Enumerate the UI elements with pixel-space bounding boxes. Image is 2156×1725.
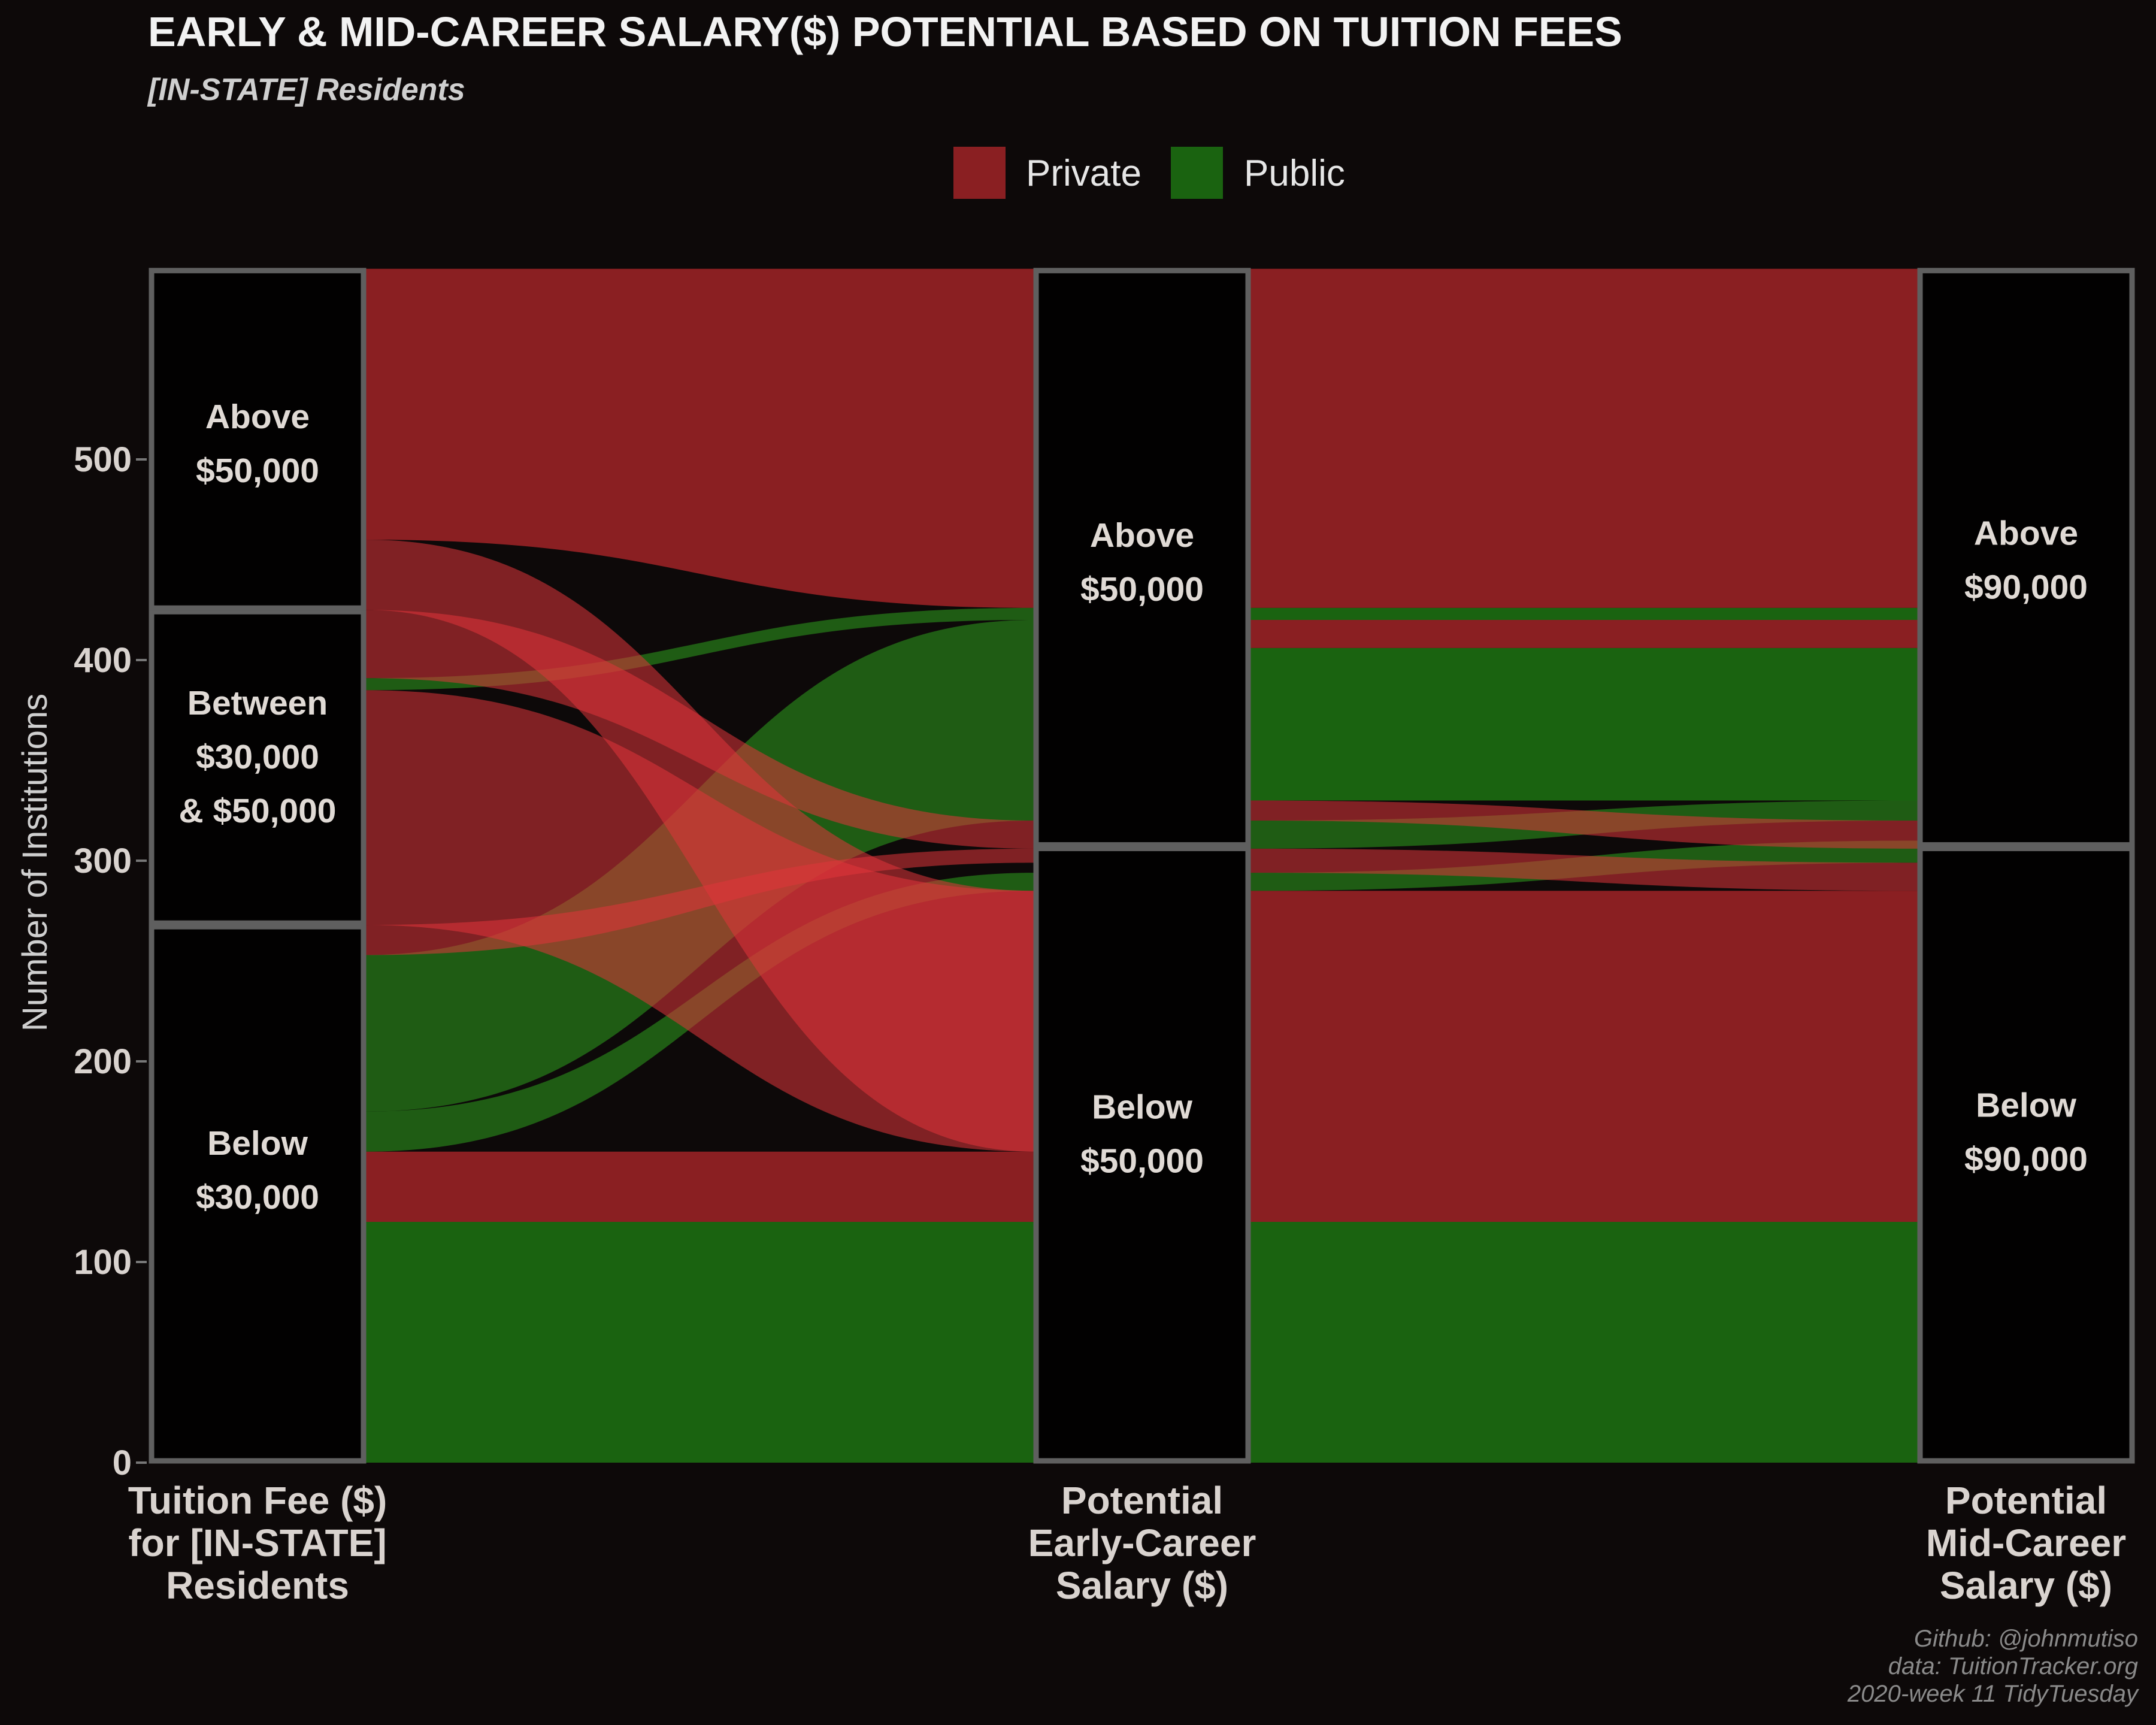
- x-axis-label-2-line-3: Salary ($): [1056, 1564, 1228, 1607]
- stratum-label-3-above_90k-line-1: Above: [1974, 515, 2078, 553]
- flow-tuition-to-early-public-band-0: [365, 1222, 1034, 1463]
- legend-swatch-public: [1171, 147, 1223, 199]
- y-tick-label-200: 200: [74, 1042, 132, 1081]
- flow-early-to-mid-private-band-1: [1250, 891, 1918, 1222]
- stratum-1-above_50k: [149, 268, 367, 611]
- caption: Github: @johnmutiso data: TuitionTracker…: [1847, 1626, 2140, 1707]
- y-tick-label-500: 500: [74, 440, 132, 479]
- x-axis-label-3-line-1: Potential: [1945, 1479, 2107, 1522]
- chart-title: EARLY & MID-CAREER SALARY($) POTENTIAL B…: [148, 8, 1622, 55]
- x-axis-label-1-line-2: for [IN-STATE]: [128, 1521, 386, 1564]
- stratum-label-3-below_90k-line-2: $90,000: [1964, 1140, 2088, 1178]
- legend: Private Public: [953, 147, 1345, 199]
- x-axis-label-2-line-1: Potential: [1061, 1479, 1223, 1522]
- stratum-3-below_90k: [1917, 846, 2135, 1464]
- flow-tuition-to-early-private-band-1: [365, 1151, 1034, 1222]
- flow-early-to-mid-private-crossing-3: [1250, 800, 1918, 849]
- flow-early-to-mid-public-band-0: [1250, 1222, 1918, 1463]
- stratum-label-1-below_30k-line-2: $30,000: [196, 1178, 319, 1216]
- stratum-3-above_90k: [1917, 268, 2135, 848]
- flows-layer: [365, 268, 1918, 1463]
- x-axis-label-3-line-3: Salary ($): [1940, 1564, 2112, 1607]
- stratum-label-3-above_90k-line-2: $90,000: [1964, 568, 2088, 607]
- strata-layer: Below $30,000 Between $30,000 & $50,000 Above…: [149, 268, 2135, 1464]
- flow-tuition-to-early-private-crossing-6: [365, 540, 1034, 1152]
- flow-early-to-mid-private-crossing-1: [1250, 848, 1918, 891]
- chart-subtitle: [IN-STATE] Residents: [147, 72, 465, 107]
- y-tick-label-100: 100: [74, 1243, 132, 1282]
- x-axis-label-1-line-3: Residents: [166, 1564, 349, 1607]
- stratum-2-above_50k: [1033, 268, 1251, 848]
- stratum-label-1-above_50k-line-2: $50,000: [196, 452, 319, 490]
- y-tick-label-400: 400: [74, 641, 132, 680]
- flow-early-to-mid-public-band-2: [1250, 647, 1918, 801]
- y-tick-label-0: 0: [113, 1443, 132, 1482]
- caption-line-1: Github: @johnmutiso: [1914, 1626, 2138, 1652]
- caption-line-3: 2020-week 11 TidyTuesday: [1847, 1681, 2140, 1707]
- flow-early-to-mid-public-band-4: [1250, 607, 1918, 620]
- stratum-label-1-between-line-3: & $50,000: [178, 792, 336, 830]
- legend-swatch-private: [953, 147, 1006, 199]
- stratum-2-below_50k: [1033, 846, 1251, 1464]
- y-tick-label-300: 300: [74, 842, 132, 880]
- x-axis-label-2-line-2: Early-Career: [1028, 1521, 1256, 1564]
- stratum-label-2-above_50k-line-2: $50,000: [1080, 570, 1204, 609]
- x-axis-label-3-line-2: Mid-Career: [1926, 1521, 2126, 1564]
- stratum-label-2-above_50k-line-1: Above: [1090, 516, 1194, 555]
- y-axis-title: Number of Institutions: [16, 694, 54, 1031]
- flow-tuition-to-early-private-band-2: [365, 268, 1034, 608]
- stratum-label-1-between-line-2: $30,000: [196, 738, 319, 776]
- legend-label-private: Private: [1026, 153, 1141, 194]
- y-axis: 0 100 200 300 400 500: [74, 440, 147, 1482]
- stratum-label-3-below_90k-line-1: Below: [1976, 1086, 2077, 1124]
- stratum-1-between: [149, 609, 367, 926]
- caption-line-2: data: TuitionTracker.org: [1888, 1653, 2138, 1679]
- stratum-label-1-below_30k-line-1: Below: [207, 1124, 308, 1163]
- flow-tuition-to-early-public-crossing-4: [365, 607, 1034, 691]
- stratum-label-1-above_50k-line-1: Above: [205, 398, 310, 436]
- x-axis-label-1-line-1: Tuition Fee ($): [128, 1479, 387, 1522]
- stratum-label-2-below_50k-line-1: Below: [1092, 1088, 1193, 1127]
- stratum-label-2-below_50k-line-2: $50,000: [1080, 1142, 1204, 1181]
- stratum-label-1-between-line-1: Between: [187, 684, 328, 722]
- legend-label-public: Public: [1244, 153, 1345, 194]
- stratum-1-below_30k: [149, 924, 367, 1464]
- x-axis: Tuition Fee ($)for [IN-STATE]Residents Po…: [128, 1479, 2126, 1607]
- flow-early-to-mid-private-band-5: [1250, 268, 1918, 608]
- flow-early-to-mid-private-band-3: [1250, 620, 1918, 648]
